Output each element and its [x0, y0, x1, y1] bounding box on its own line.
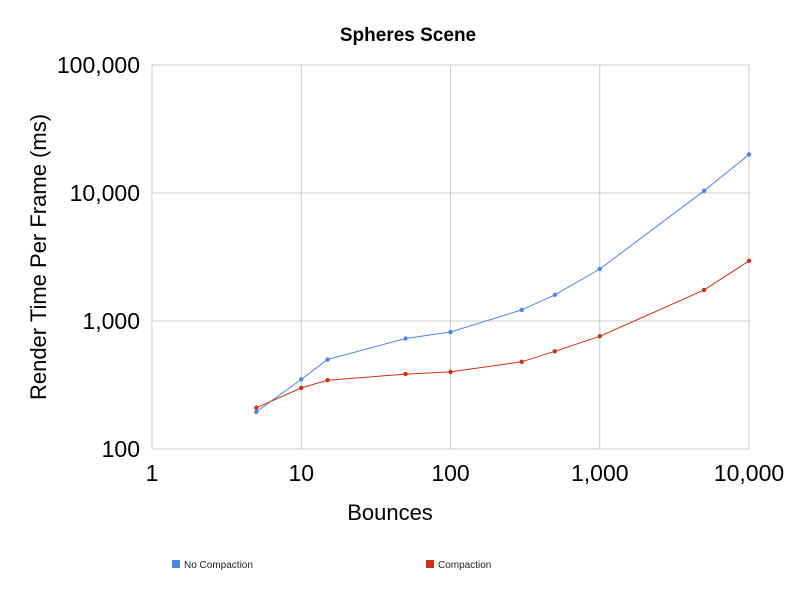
data-point [254, 409, 259, 415]
y-axis-ticks: 100 1,000 10,000 100,000 [57, 52, 140, 462]
legend: No Compaction Compaction [172, 560, 491, 571]
x-axis-ticks: 1 10 100 1,000 10,000 [146, 460, 785, 486]
data-point [299, 377, 304, 382]
y-tick-label: 100 [102, 436, 140, 462]
y-tick-label: 10,000 [70, 180, 140, 206]
plot-frame [151, 64, 750, 450]
series-compaction [254, 258, 752, 410]
x-tick-label: 100 [431, 460, 469, 486]
legend-item: Compaction [426, 560, 491, 571]
data-point [519, 307, 524, 313]
data-point [254, 405, 259, 410]
data-point [746, 258, 752, 264]
data-point [701, 188, 707, 194]
data-point [701, 287, 707, 293]
data-point [448, 329, 453, 335]
y-tick-label: 1,000 [82, 308, 140, 334]
data-point [325, 377, 330, 383]
data-point [448, 369, 453, 375]
x-tick-label: 10 [288, 460, 314, 486]
series-layer [254, 152, 752, 415]
data-point [299, 385, 304, 391]
data-point [746, 152, 752, 157]
data-point [597, 266, 602, 272]
y-axis-label: Render Time Per Frame (ms) [26, 114, 51, 400]
legend-swatch [172, 560, 180, 568]
legend-item: No Compaction [172, 560, 253, 571]
legend-swatch [426, 560, 434, 568]
x-tick-label: 1,000 [571, 460, 629, 486]
series-no-compaction [254, 152, 752, 415]
series-line [256, 154, 750, 413]
x-tick-label: 10,000 [714, 460, 784, 486]
data-point [403, 371, 408, 377]
x-axis-label: Bounces [347, 500, 433, 525]
data-point [519, 359, 524, 365]
x-tick-label: 1 [146, 460, 159, 486]
data-point [552, 349, 558, 354]
chart-title: Spheres Scene [340, 25, 476, 46]
data-point [325, 357, 330, 362]
grid [151, 64, 750, 450]
data-point [552, 292, 558, 298]
data-point [403, 336, 408, 341]
y-tick-label: 100,000 [57, 52, 140, 78]
series-line [256, 260, 750, 409]
data-point [597, 334, 602, 339]
legend-label: Compaction [438, 560, 491, 571]
legend-label: No Compaction [184, 560, 253, 571]
